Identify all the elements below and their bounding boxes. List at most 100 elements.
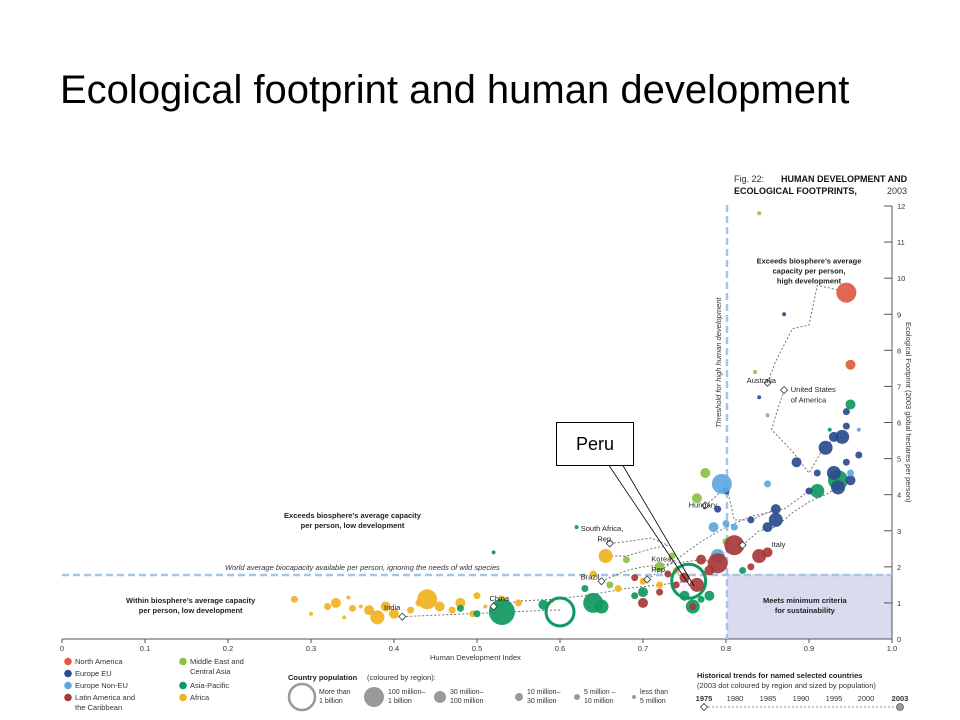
- trend-start-marker: [489, 602, 498, 611]
- y-tick-label: 6: [897, 419, 901, 428]
- population-size-label: 1 billion: [388, 698, 412, 705]
- region-label: Middle East and: [190, 657, 244, 666]
- sustainability-quadrant: [727, 574, 892, 639]
- chart-title-line-2: ECOLOGICAL FOOTPRINTS,: [734, 186, 857, 196]
- region-swatch: [64, 669, 72, 678]
- population-size-label: 30 million: [527, 698, 557, 705]
- y-tick-label: 2: [897, 563, 901, 572]
- country-point: [689, 603, 697, 611]
- trend-year-label: 1975: [696, 694, 713, 703]
- trend-legend-start: [699, 702, 709, 712]
- y-tick-label: 12: [897, 202, 905, 211]
- country-point: [739, 566, 747, 574]
- trend-start-marker: [763, 378, 772, 387]
- country-label: Brazil: [581, 572, 600, 581]
- y-tick-label: 10: [897, 274, 905, 283]
- country-point: [753, 369, 758, 374]
- population-size-swatch: [632, 695, 636, 699]
- country-point: [330, 597, 341, 608]
- y-tick-label: 5: [897, 455, 901, 464]
- region-label: the Caribbean: [75, 703, 122, 712]
- biocapacity-threshold-label: World average biocapacity available per …: [225, 563, 500, 572]
- country-point: [813, 469, 821, 477]
- population-size-label: 5 million –: [584, 689, 616, 696]
- country-point: [631, 574, 639, 582]
- country-point: [631, 592, 639, 600]
- country-point: [689, 577, 704, 592]
- population-size-label: 1 billion: [319, 698, 343, 705]
- country-point: [856, 427, 861, 432]
- hdi-threshold-label: Threshold for high human development: [714, 297, 723, 428]
- country-point: [845, 359, 856, 370]
- population-size-label: 5 million: [640, 698, 666, 705]
- country-point: [691, 493, 702, 504]
- country-point: [324, 603, 332, 611]
- country-point: [473, 592, 481, 600]
- country-point: [473, 610, 481, 618]
- country-point: [581, 584, 589, 592]
- x-tick-label: 0.6: [555, 644, 565, 653]
- population-size-label: less than: [640, 689, 668, 696]
- trend-line: [605, 537, 670, 557]
- country-point: [810, 484, 825, 499]
- trend-year-label: 1980: [727, 694, 744, 703]
- country-point: [768, 512, 783, 527]
- x-tick-label: 0.4: [389, 644, 399, 653]
- trend-year-label: 1990: [793, 694, 810, 703]
- country-point: [724, 535, 745, 556]
- fig-label: Fig. 22:: [734, 174, 764, 184]
- data-points: [290, 211, 863, 628]
- country-point: [342, 615, 347, 620]
- country-point: [380, 601, 391, 612]
- quadrant-label: capacity per person,: [773, 267, 846, 276]
- country-point: [747, 563, 755, 571]
- country-point: [589, 570, 597, 578]
- country-point: [434, 601, 445, 612]
- country-point: [455, 597, 466, 608]
- x-tick-label: 0.5: [472, 644, 482, 653]
- region-swatch: [179, 657, 187, 666]
- country-point: [764, 480, 771, 488]
- country-point: [544, 596, 576, 628]
- country-point: [309, 611, 313, 616]
- country-point: [836, 282, 857, 303]
- country-point: [711, 473, 732, 494]
- country-point: [417, 589, 438, 610]
- country-point: [598, 549, 613, 564]
- trend-legend-title: Historical trends for named selected cou…: [697, 671, 862, 680]
- country-point: [456, 604, 464, 612]
- trend-line: [742, 487, 839, 546]
- country-point: [855, 451, 863, 459]
- country-point: [407, 606, 415, 614]
- quadrant-label: Exceeds biosphere’s average capacity: [284, 511, 422, 520]
- population-size-label: 100 million: [450, 698, 484, 705]
- country-point: [757, 395, 762, 400]
- population-size-swatch: [515, 693, 523, 701]
- region-label: Africa: [190, 693, 210, 702]
- trend-legend-end: [896, 703, 904, 711]
- chart-title-line-1: HUMAN DEVELOPMENT AND: [781, 174, 908, 184]
- country-point: [290, 595, 298, 603]
- region-legend: North America Europe EU Europe Non-EU Latin…: [64, 657, 244, 712]
- trend-line: [402, 609, 560, 618]
- country-point: [697, 595, 705, 603]
- country-point: [638, 597, 648, 608]
- country-point: [722, 520, 730, 528]
- country-label: Korea,: [651, 554, 673, 563]
- country-point: [448, 606, 456, 614]
- region-label: Central Asia: [190, 667, 231, 676]
- country-point: [364, 605, 375, 616]
- country-point: [668, 552, 676, 560]
- country-point: [835, 429, 850, 444]
- country-point: [491, 550, 496, 555]
- region-swatch: [64, 657, 72, 666]
- population-size-swatch: [364, 687, 384, 707]
- x-tick-label: 0.3: [306, 644, 316, 653]
- country-label: South Africa,: [581, 524, 624, 533]
- country-label: Hungary: [689, 500, 718, 509]
- region-label: Asia-Pacific: [190, 681, 229, 690]
- country-point: [594, 599, 609, 614]
